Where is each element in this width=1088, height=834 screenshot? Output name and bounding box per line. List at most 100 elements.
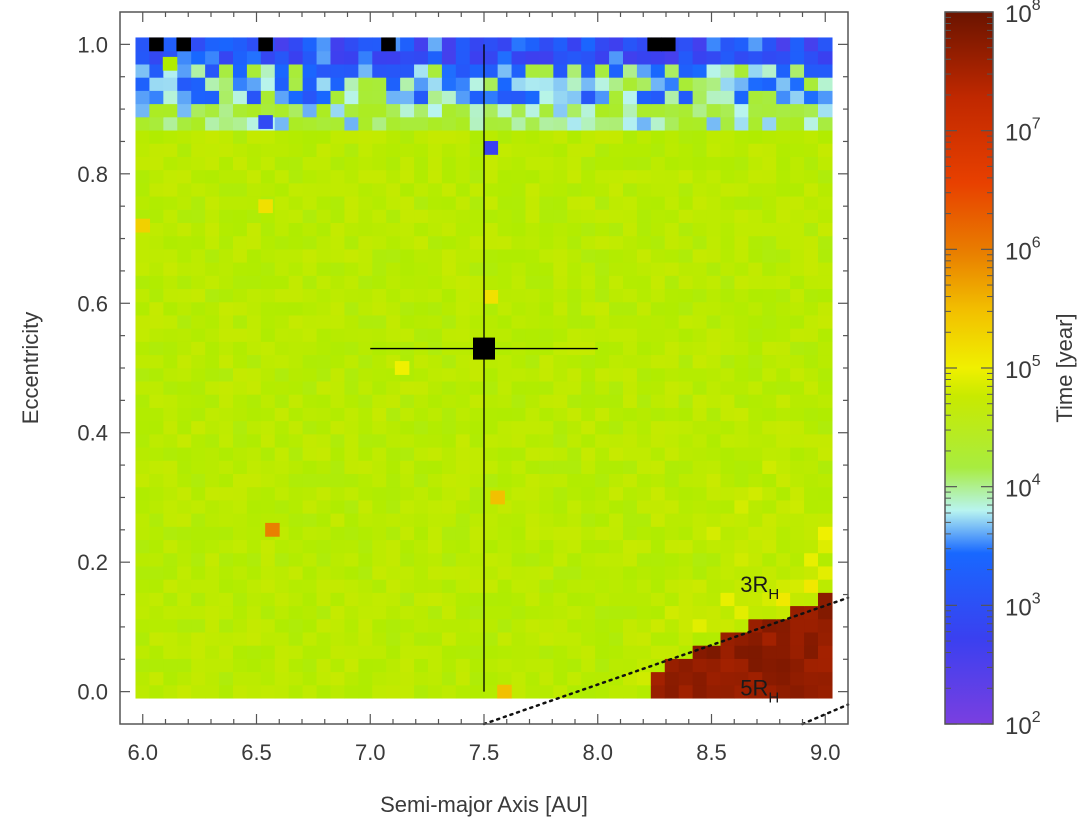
heatmap-cell [622, 645, 638, 659]
heatmap-cell [497, 513, 513, 527]
heatmap-cell [163, 658, 178, 673]
heatmap-cell [274, 446, 290, 461]
heatmap-cell [441, 526, 457, 541]
heatmap-cell [274, 50, 290, 65]
heatmap-cell [776, 658, 791, 673]
heatmap-cell [762, 592, 777, 607]
heatmap-cell [650, 631, 666, 646]
heatmap-cell [539, 222, 554, 237]
heatmap-cell [706, 314, 722, 329]
heatmap-cell [650, 341, 666, 356]
heatmap-cell [817, 446, 833, 461]
heatmap-cell [330, 513, 346, 527]
heatmap-cell [469, 394, 485, 408]
heatmap-cell [344, 486, 359, 501]
heatmap-cell [609, 592, 624, 607]
heatmap-cell [581, 222, 596, 237]
heatmap-cell [469, 631, 485, 646]
heatmap-cell [330, 631, 346, 646]
heatmap-cell [692, 37, 708, 52]
heatmap-cell [344, 77, 359, 91]
heatmap-cell [664, 592, 680, 607]
heatmap-cell [595, 182, 610, 197]
heatmap-cell [177, 658, 192, 673]
heatmap-cell [344, 341, 359, 356]
heatmap-cell [817, 354, 833, 369]
heatmap-cell [274, 407, 290, 422]
heatmap-cell [525, 513, 541, 527]
heatmap-cell [776, 380, 791, 395]
heatmap-cell [386, 579, 401, 593]
heatmap-cell [539, 77, 554, 91]
heatmap-cell [400, 169, 415, 184]
heatmap-cell [595, 354, 610, 369]
heatmap-cell [720, 684, 736, 699]
heatmap-cell [609, 407, 624, 422]
heatmap-cell [274, 420, 290, 435]
heatmap-cell [316, 341, 332, 356]
heatmap-cell [288, 645, 304, 659]
heatmap-cell [539, 394, 554, 408]
heatmap-cell [511, 592, 527, 607]
heatmap-cell [469, 420, 485, 435]
heatmap-cell [205, 314, 220, 329]
heatmap-cell [748, 671, 763, 686]
heatmap-cell [400, 288, 415, 303]
heatmap-cell [316, 314, 332, 329]
heatmap-cell [177, 605, 192, 620]
heatmap-cell [177, 592, 192, 607]
heatmap-cell [595, 77, 610, 91]
heatmap-cell [149, 195, 164, 210]
heatmap-cell [804, 618, 819, 633]
heatmap-cell [191, 275, 206, 290]
heatmap-cell [734, 63, 749, 78]
heatmap-cell [581, 37, 596, 52]
heatmap-cell [706, 499, 722, 514]
heatmap-cell [720, 341, 736, 356]
heatmap-cell [149, 513, 164, 527]
heatmap-cell [539, 658, 554, 673]
heatmap-cell [692, 77, 708, 91]
heatmap-cell [553, 50, 568, 65]
heatmap-cell [232, 460, 248, 474]
heatmap-cell [692, 143, 708, 157]
heatmap-cell [163, 671, 178, 686]
heatmap-cell [372, 354, 387, 369]
heatmap-cell [804, 460, 819, 474]
heatmap-cell [636, 645, 652, 659]
heatmap-cell [664, 63, 680, 78]
heatmap-cell [734, 116, 749, 131]
heatmap-cell [636, 552, 652, 567]
heatmap-cell [177, 526, 192, 541]
heatmap-cell [692, 552, 708, 567]
heatmap-cell [664, 460, 680, 474]
heatmap-cell [790, 77, 805, 91]
heatmap-cell [246, 354, 262, 369]
heatmap-cell [149, 380, 164, 395]
heatmap-cell [511, 235, 527, 250]
heatmap-cell [525, 658, 541, 673]
heatmap-cell [734, 486, 749, 501]
heatmap-cell [288, 143, 304, 157]
heatmap-cell [664, 605, 680, 620]
heatmap-cell [149, 420, 164, 435]
heatmap-cell [706, 169, 722, 184]
heatmap-cell [678, 433, 694, 448]
heatmap-cell [302, 539, 318, 554]
heatmap-cell [525, 394, 541, 408]
heatmap-cell [567, 328, 582, 342]
heatmap-cell [232, 248, 248, 263]
heatmap-cell [678, 341, 694, 356]
heatmap-cell [567, 658, 582, 673]
heatmap-cell [609, 314, 624, 329]
heatmap-cell [678, 37, 694, 52]
heatmap-cell [372, 579, 387, 593]
heatmap-cell [636, 156, 652, 171]
heatmap-cell [553, 552, 568, 567]
heatmap-cell [595, 169, 610, 184]
heatmap-cell [497, 103, 513, 118]
heatmap-cell [581, 684, 596, 699]
heatmap-cell [720, 314, 736, 329]
heatmap-cell [274, 63, 290, 78]
heatmap-cell [511, 446, 527, 461]
